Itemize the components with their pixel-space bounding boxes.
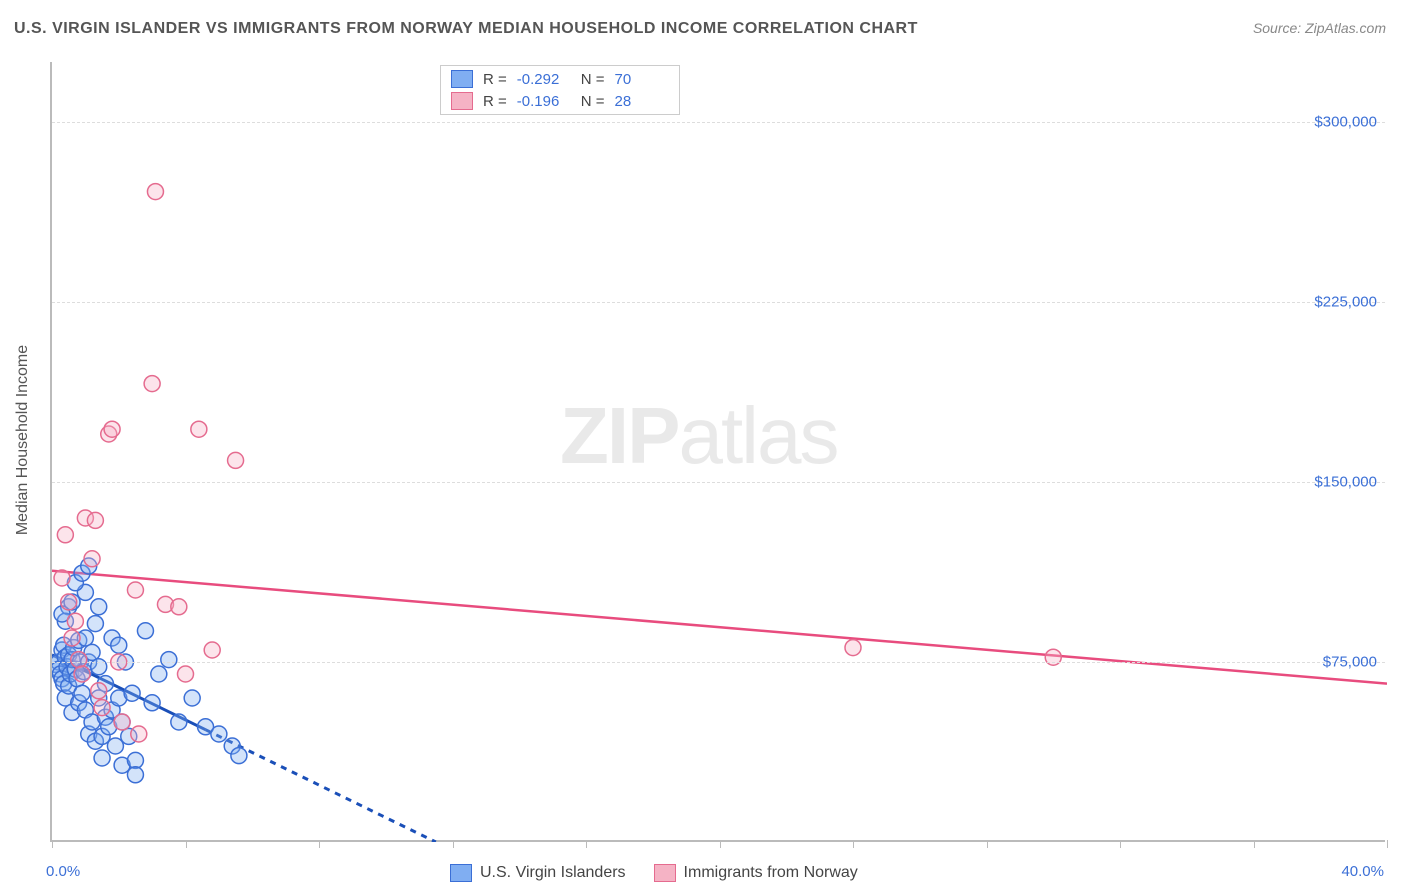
data-point xyxy=(114,714,130,730)
y-axis-title: Median Household Income xyxy=(14,345,32,535)
y-tick-label: $225,000 xyxy=(1314,294,1377,311)
data-point xyxy=(57,527,73,543)
data-point xyxy=(74,666,90,682)
chart-title: U.S. VIRGIN ISLANDER VS IMMIGRANTS FROM … xyxy=(14,20,918,38)
x-tick xyxy=(853,840,854,848)
legend-item: Immigrants from Norway xyxy=(654,864,858,882)
y-tick-label: $150,000 xyxy=(1314,474,1377,491)
gridline xyxy=(52,122,1385,123)
data-point xyxy=(231,748,247,764)
y-tick-label: $75,000 xyxy=(1323,654,1377,671)
data-point xyxy=(211,726,227,742)
data-point xyxy=(94,700,110,716)
x-tick xyxy=(319,840,320,848)
data-point xyxy=(124,685,140,701)
data-point xyxy=(204,642,220,658)
x-tick xyxy=(1254,840,1255,848)
r-value: -0.292 xyxy=(517,71,571,88)
correlation-legend: R = -0.292 N = 70 R = -0.196 N = 28 xyxy=(440,65,680,115)
data-point xyxy=(54,570,70,586)
legend-swatch xyxy=(451,70,473,88)
data-point xyxy=(191,421,207,437)
r-label: R = xyxy=(483,93,507,110)
x-tick xyxy=(52,840,53,848)
legend-swatch xyxy=(654,864,676,882)
data-point xyxy=(67,613,83,629)
r-value: -0.196 xyxy=(517,93,571,110)
data-point xyxy=(127,767,143,783)
r-label: R = xyxy=(483,71,507,88)
data-point xyxy=(61,594,77,610)
data-point xyxy=(171,599,187,615)
data-point xyxy=(147,184,163,200)
data-point xyxy=(151,666,167,682)
data-point xyxy=(91,599,107,615)
x-tick xyxy=(1120,840,1121,848)
data-point xyxy=(91,683,107,699)
data-point xyxy=(87,616,103,632)
x-axis-min-label: 0.0% xyxy=(46,863,80,880)
n-label: N = xyxy=(581,93,605,110)
gridline xyxy=(52,302,1385,303)
x-tick xyxy=(453,840,454,848)
data-point xyxy=(171,714,187,730)
data-point xyxy=(137,623,153,639)
data-point xyxy=(111,637,127,653)
x-tick xyxy=(186,840,187,848)
n-value: 28 xyxy=(615,93,669,110)
x-axis-max-label: 40.0% xyxy=(1341,863,1384,880)
data-point xyxy=(71,652,87,668)
data-point xyxy=(84,551,100,567)
data-point xyxy=(161,652,177,668)
x-tick xyxy=(720,840,721,848)
series-legend: U.S. Virgin Islanders Immigrants from Nor… xyxy=(450,864,858,882)
data-point xyxy=(94,750,110,766)
data-point xyxy=(228,452,244,468)
data-point xyxy=(64,630,80,646)
scatter-svg xyxy=(52,62,1387,842)
plot-area: $75,000 $150,000 $225,000 $300,000 xyxy=(50,62,1385,842)
trend-line xyxy=(52,571,1387,684)
y-tick-label: $300,000 xyxy=(1314,114,1377,131)
legend-item: U.S. Virgin Islanders xyxy=(450,864,626,882)
legend-row: R = -0.292 N = 70 xyxy=(441,68,679,90)
data-point xyxy=(184,690,200,706)
gridline xyxy=(52,662,1385,663)
source-label: Source: ZipAtlas.com xyxy=(1253,20,1386,36)
data-point xyxy=(144,376,160,392)
data-point xyxy=(104,421,120,437)
data-point xyxy=(178,666,194,682)
legend-label: Immigrants from Norway xyxy=(684,864,858,882)
n-value: 70 xyxy=(615,71,669,88)
legend-swatch xyxy=(450,864,472,882)
data-point xyxy=(131,726,147,742)
legend-row: R = -0.196 N = 28 xyxy=(441,90,679,112)
data-point xyxy=(87,512,103,528)
data-point xyxy=(127,752,143,768)
n-label: N = xyxy=(581,71,605,88)
data-point xyxy=(144,695,160,711)
data-point xyxy=(74,685,90,701)
data-point xyxy=(845,640,861,656)
x-tick xyxy=(987,840,988,848)
x-tick xyxy=(586,840,587,848)
legend-swatch xyxy=(451,92,473,110)
x-tick xyxy=(1387,840,1388,848)
data-point xyxy=(127,582,143,598)
legend-label: U.S. Virgin Islanders xyxy=(480,864,626,882)
gridline xyxy=(52,482,1385,483)
